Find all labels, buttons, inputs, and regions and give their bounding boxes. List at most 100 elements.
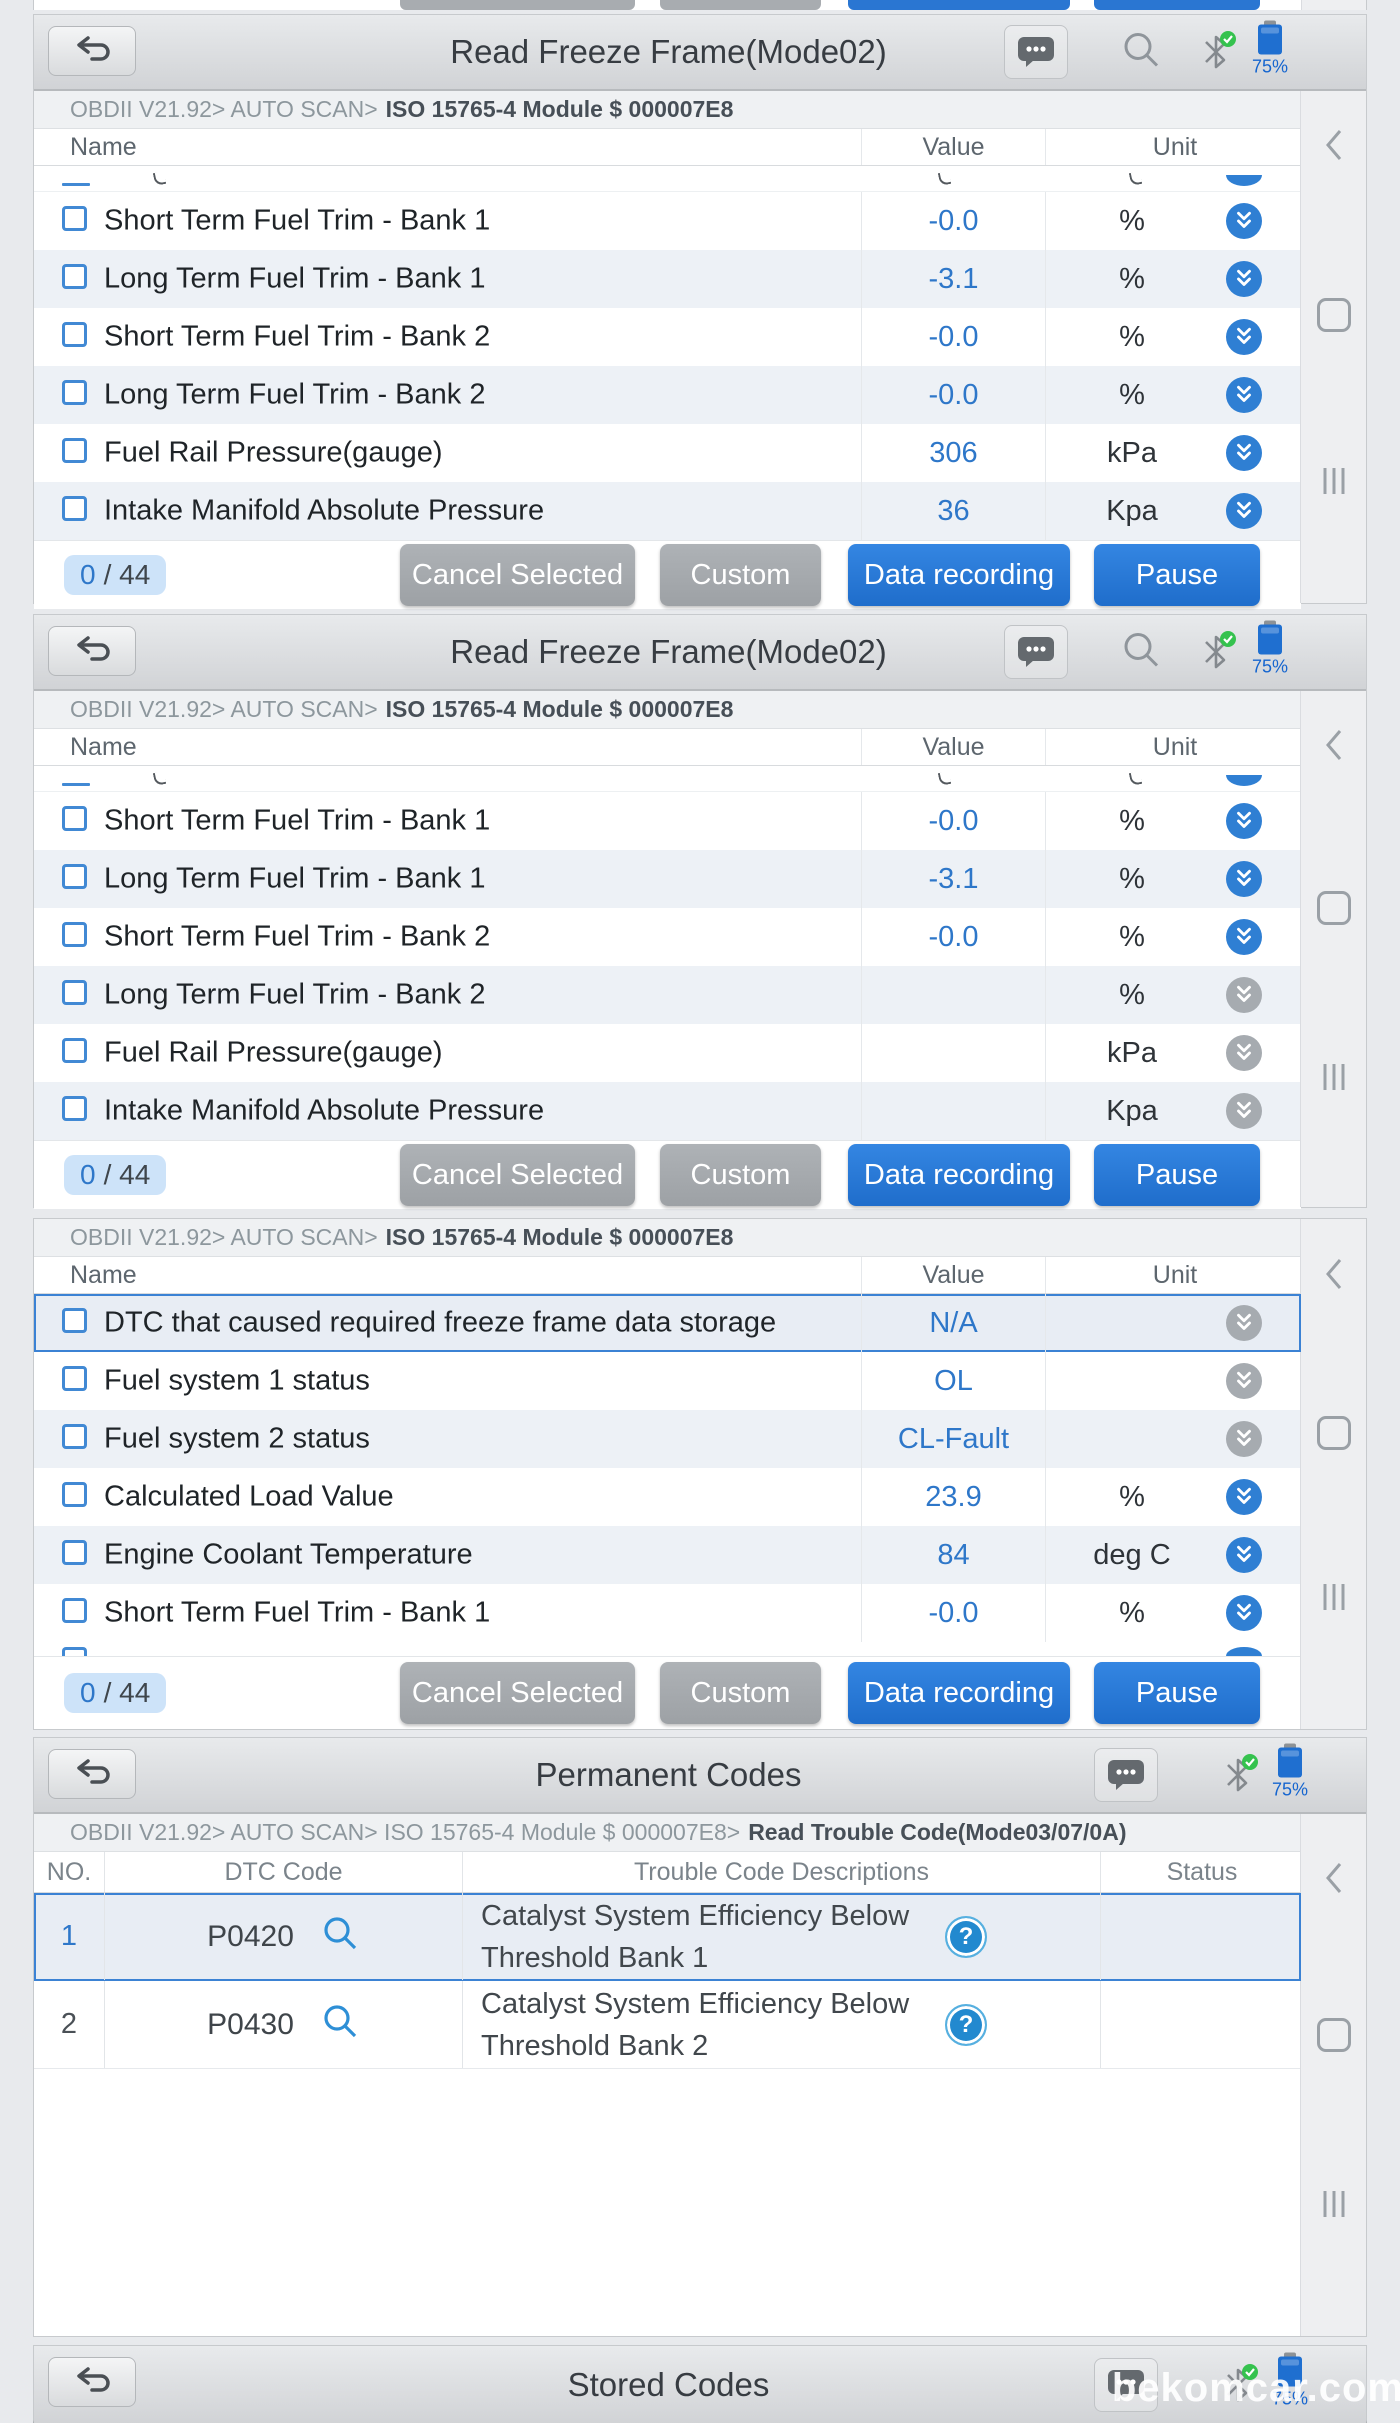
row-checkbox[interactable] (62, 1598, 87, 1623)
row-checkbox[interactable] (62, 1308, 87, 1333)
back-button[interactable] (48, 626, 136, 676)
bluetooth-icon[interactable] (1216, 2362, 1262, 2408)
chat-button[interactable] (1094, 1748, 1158, 1802)
nav-back-icon[interactable] (1324, 1257, 1344, 1296)
parameter-row[interactable]: Long Term Fuel Trim - Bank 2 -0.0 % (34, 366, 1301, 424)
row-checkbox[interactable] (62, 322, 87, 347)
parameter-row[interactable]: DTC that caused required freeze frame da… (34, 1294, 1301, 1352)
row-checkbox[interactable] (62, 1038, 87, 1063)
back-button[interactable] (48, 26, 136, 76)
parameter-row[interactable]: Fuel system 2 status CL-Fault (34, 1410, 1301, 1468)
pause-button[interactable]: Pause (1094, 544, 1260, 606)
chat-button[interactable] (1004, 625, 1068, 679)
expand-chevron-icon[interactable] (1226, 919, 1262, 955)
expand-chevron-icon[interactable] (1226, 319, 1262, 355)
code-search-icon[interactable] (320, 2001, 360, 2049)
nav-home-icon[interactable] (1316, 298, 1351, 332)
parameter-row[interactable]: Short Term Fuel Trim - Bank 2 -0.0 % (34, 908, 1301, 966)
custom-button[interactable]: Custom (660, 1144, 821, 1206)
row-checkbox[interactable] (62, 206, 87, 231)
nav-recents-icon[interactable] (1323, 1064, 1344, 1090)
cancel-selected-button[interactable]: Cancel Selected (400, 1144, 635, 1206)
data-recording-button[interactable]: Data recording (848, 544, 1070, 606)
row-checkbox[interactable] (62, 922, 87, 947)
bluetooth-icon[interactable] (1194, 29, 1240, 75)
row-checkbox[interactable] (62, 496, 87, 521)
data-recording-button[interactable]: Data recording (848, 1144, 1070, 1206)
expand-chevron-icon[interactable] (1226, 377, 1262, 413)
expand-chevron-icon[interactable] (1226, 1479, 1262, 1515)
search-icon[interactable] (1119, 28, 1163, 77)
back-button[interactable] (48, 1749, 136, 1799)
data-recording-button[interactable]: Data recording (848, 1662, 1070, 1724)
row-checkbox[interactable] (62, 1482, 87, 1507)
expand-chevron-icon[interactable] (1226, 803, 1262, 839)
parameter-row[interactable]: Long Term Fuel Trim - Bank 1 -3.1 % (34, 250, 1301, 308)
dtc-row[interactable]: 1 P0420 Catalyst System Efficiency Below… (34, 1893, 1301, 1981)
expand-chevron-icon[interactable] (1226, 1421, 1262, 1457)
bluetooth-icon[interactable] (1194, 629, 1240, 675)
bluetooth-icon[interactable] (1216, 1752, 1262, 1798)
nav-home-icon[interactable] (1316, 2018, 1351, 2052)
nav-back-icon[interactable] (1324, 1861, 1344, 1900)
parameter-row[interactable]: Short Term Fuel Trim - Bank 1 -0.0 % (34, 1584, 1301, 1642)
nav-home-icon[interactable] (1316, 1416, 1351, 1450)
row-checkbox[interactable] (62, 1366, 87, 1391)
expand-chevron-icon[interactable] (1226, 1537, 1262, 1573)
pause-button[interactable]: Pause (1094, 1144, 1260, 1206)
expand-chevron-icon[interactable] (1226, 203, 1262, 239)
parameter-row[interactable]: Fuel Rail Pressure(gauge) 306 kPa (34, 424, 1301, 482)
nav-back-icon[interactable] (1324, 728, 1344, 767)
row-checkbox[interactable] (62, 380, 87, 405)
parameter-row[interactable]: Intake Manifold Absolute Pressure 36 Kpa (34, 482, 1301, 540)
parameter-row[interactable]: Engine Coolant Temperature 84 deg C (34, 1526, 1301, 1584)
nav-recents-icon[interactable] (1323, 468, 1344, 494)
expand-chevron-icon[interactable] (1226, 1305, 1262, 1341)
row-checkbox[interactable] (62, 1540, 87, 1565)
expand-chevron-icon[interactable] (1226, 261, 1262, 297)
row-checkbox[interactable] (62, 980, 87, 1005)
help-icon[interactable]: ? (945, 2003, 987, 2046)
dtc-row[interactable]: 2 P0430 Catalyst System Efficiency Below… (34, 1981, 1301, 2069)
expand-chevron-icon[interactable] (1226, 1363, 1262, 1399)
pause-button[interactable]: Pause (1094, 1662, 1260, 1724)
row-checkbox[interactable] (62, 1096, 87, 1121)
nav-home-icon[interactable] (1316, 891, 1351, 925)
cropped-row-sliver (34, 766, 1301, 792)
expand-chevron-icon[interactable] (1226, 1595, 1262, 1631)
parameter-row[interactable]: Long Term Fuel Trim - Bank 1 -3.1 % (34, 850, 1301, 908)
help-icon[interactable]: ? (945, 1915, 987, 1958)
expand-chevron-icon[interactable] (1226, 977, 1262, 1013)
parameter-row[interactable]: Fuel system 1 status OL (34, 1352, 1301, 1410)
parameter-row[interactable]: Fuel Rail Pressure(gauge) kPa (34, 1024, 1301, 1082)
cancel-selected-button[interactable]: Cancel Selected (400, 1662, 635, 1724)
expand-chevron-icon[interactable] (1226, 435, 1262, 471)
row-checkbox[interactable] (62, 264, 87, 289)
chat-button[interactable] (1094, 2358, 1158, 2412)
parameter-row[interactable]: Calculated Load Value 23.9 % (34, 1468, 1301, 1526)
parameter-row[interactable]: Short Term Fuel Trim - Bank 1 -0.0 % (34, 192, 1301, 250)
parameter-row[interactable]: Long Term Fuel Trim - Bank 2 % (34, 966, 1301, 1024)
row-checkbox[interactable] (62, 438, 87, 463)
code-search-icon[interactable] (320, 1913, 360, 1961)
custom-button[interactable]: Custom (660, 1662, 821, 1724)
row-checkbox[interactable] (62, 806, 87, 831)
parameter-row[interactable]: Short Term Fuel Trim - Bank 1 -0.0 % (34, 792, 1301, 850)
nav-recents-icon[interactable] (1323, 1584, 1344, 1610)
row-checkbox[interactable] (62, 1424, 87, 1449)
expand-chevron-icon[interactable] (1226, 1035, 1262, 1071)
nav-back-icon[interactable] (1324, 128, 1344, 167)
search-icon[interactable] (1119, 628, 1163, 677)
nav-recents-icon[interactable] (1323, 2191, 1344, 2217)
expand-chevron-icon[interactable] (1226, 1093, 1262, 1129)
row-checkbox[interactable] (62, 864, 87, 889)
expand-chevron-icon[interactable] (1226, 493, 1262, 529)
parameter-unit: kPa (1107, 1036, 1157, 1069)
parameter-row[interactable]: Intake Manifold Absolute Pressure Kpa (34, 1082, 1301, 1140)
custom-button[interactable]: Custom (660, 544, 821, 606)
chat-button[interactable] (1004, 25, 1068, 79)
cancel-selected-button[interactable]: Cancel Selected (400, 544, 635, 606)
back-button[interactable] (48, 2357, 136, 2407)
expand-chevron-icon[interactable] (1226, 861, 1262, 897)
parameter-row[interactable]: Short Term Fuel Trim - Bank 2 -0.0 % (34, 308, 1301, 366)
